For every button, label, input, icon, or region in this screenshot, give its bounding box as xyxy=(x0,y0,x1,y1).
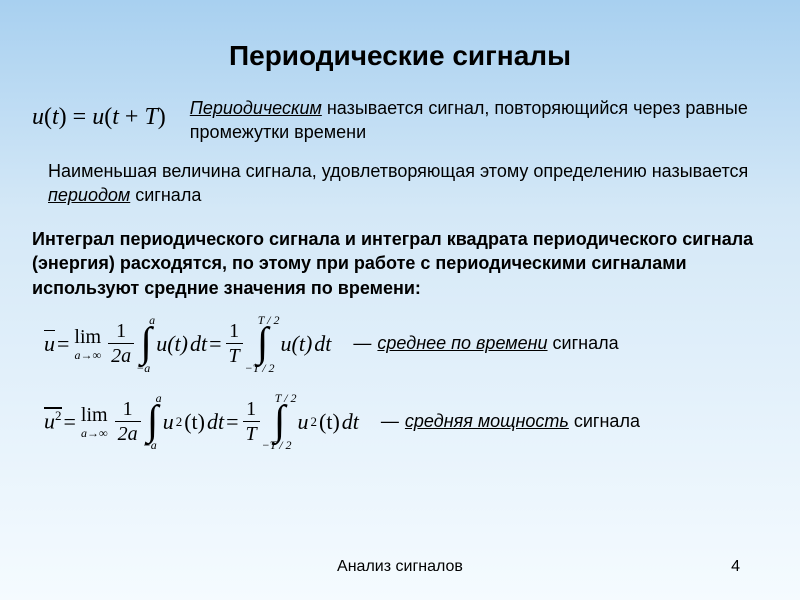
frac-1-2a: 1 2a xyxy=(108,321,134,366)
power-equation: u2 = lim a→∞ 1 2a a ∫ −a u2(t)dt = 1 T T… xyxy=(44,392,359,452)
definition-row: u(t) = u(t + T) Периодическим называется… xyxy=(0,96,800,155)
page-number: 4 xyxy=(731,558,740,576)
power-equation-row: u2 = lim a→∞ 1 2a a ∫ −a u2(t)dt = 1 T T… xyxy=(0,388,800,466)
integral-paragraph: Интеграл периодического сигнала и интегр… xyxy=(0,221,800,310)
limit: lim a→∞ xyxy=(81,405,108,439)
page-title: Периодические сигналы xyxy=(0,0,800,96)
frac-1-2a: 1 2a xyxy=(115,399,141,444)
term-periodic: Периодическим xyxy=(190,98,322,118)
frac-1-T: 1 T xyxy=(226,321,243,366)
integral-a: a ∫ −a xyxy=(139,314,153,374)
periodic-definition: Периодическим называется сигнал, повторя… xyxy=(190,96,768,145)
mean-label: —среднее по времени сигнала xyxy=(351,333,618,354)
footer-text: Анализ сигналов xyxy=(0,558,800,576)
period-definition: Наименьшая величина сигнала, удовлетворя… xyxy=(0,155,800,222)
integral-T2: T / 2 ∫ −T / 2 xyxy=(265,392,295,452)
term-period: периодом xyxy=(48,185,130,205)
integral-a: a ∫ −a xyxy=(146,392,160,452)
integral-T2: T / 2 ∫ −T / 2 xyxy=(248,314,278,374)
mean-equation-row: u = lim a→∞ 1 2a a ∫ −a u(t)dt = 1 T T /… xyxy=(0,310,800,388)
limit: lim a→∞ xyxy=(74,327,101,361)
mean-equation: u = lim a→∞ 1 2a a ∫ −a u(t)dt = 1 T T /… xyxy=(44,314,331,374)
power-label: —средняя мощность сигнала xyxy=(379,411,640,432)
periodic-equation: u(t) = u(t + T) xyxy=(32,96,166,131)
u2-bar: u2 xyxy=(44,408,62,434)
frac-1-T: 1 T xyxy=(243,399,260,444)
u-bar: u xyxy=(44,331,55,357)
